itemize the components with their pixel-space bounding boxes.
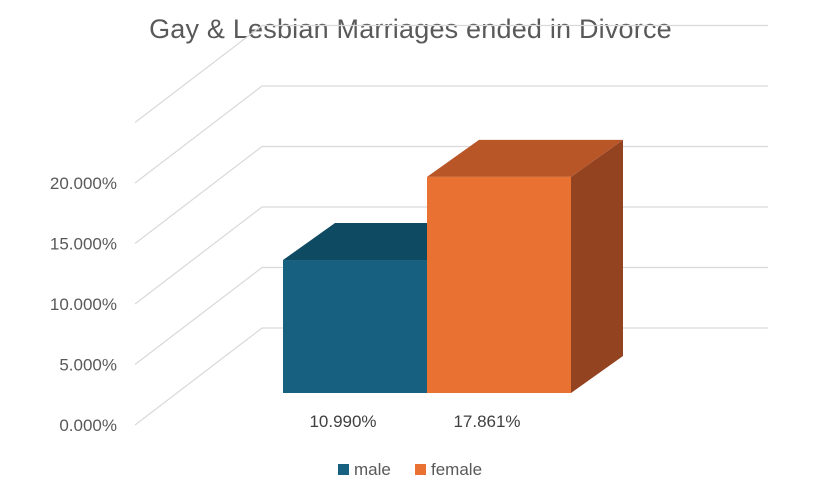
legend: male female bbox=[338, 460, 482, 479]
legend-swatch bbox=[338, 464, 349, 475]
gridline-side bbox=[134, 146, 263, 244]
legend-swatch bbox=[415, 464, 426, 475]
legend-item-female: female bbox=[415, 460, 482, 479]
y-tick-label: 15.000% bbox=[50, 235, 117, 254]
bar-front-face bbox=[427, 176, 571, 393]
bar-top-face bbox=[427, 139, 623, 177]
legend-item-male: male bbox=[338, 460, 391, 479]
gridline-side bbox=[134, 25, 263, 123]
y-axis-tick-labels: 0.000% 5.000% 10.000% 15.000% 20.000% bbox=[50, 174, 117, 435]
y-tick-label: 20.000% bbox=[50, 174, 117, 193]
gridline-side bbox=[134, 206, 263, 305]
y-tick-label: 5.000% bbox=[59, 356, 117, 375]
data-label-female: 17.861% bbox=[453, 412, 520, 431]
data-labels: 10.990% 17.861% bbox=[309, 412, 520, 431]
y-tick-label: 10.000% bbox=[50, 295, 117, 314]
bar-side-face bbox=[571, 139, 623, 393]
legend-label: female bbox=[431, 460, 482, 479]
bar-front-face bbox=[283, 260, 427, 393]
data-label-male: 10.990% bbox=[309, 412, 376, 431]
gridline-side bbox=[134, 327, 263, 426]
chart-title: Gay & Lesbian Marriages ended in Divorce bbox=[149, 14, 672, 44]
gridline-side bbox=[134, 267, 263, 365]
y-tick-label: 0.000% bbox=[59, 416, 117, 435]
bars bbox=[283, 139, 623, 393]
legend-label: male bbox=[354, 460, 391, 479]
gridline-side bbox=[134, 85, 263, 184]
bar-female bbox=[427, 139, 623, 393]
